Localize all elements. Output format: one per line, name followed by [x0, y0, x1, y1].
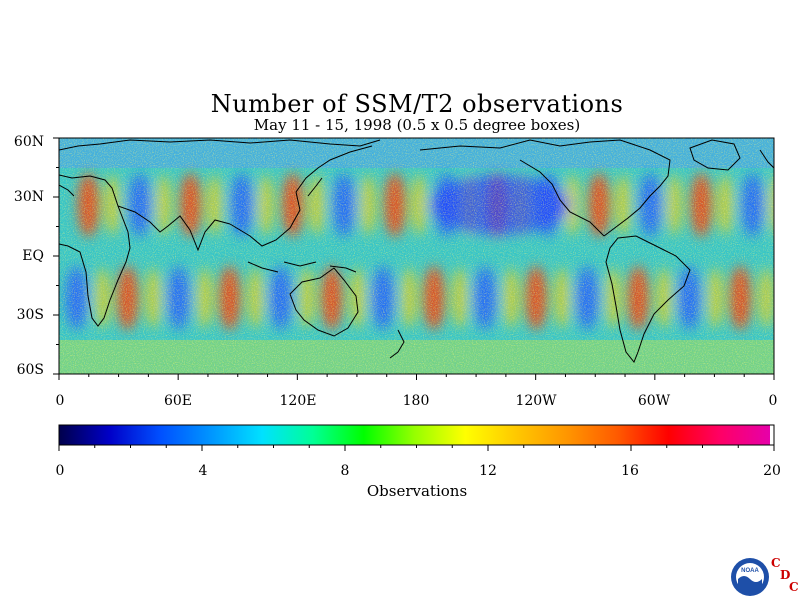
- observation-field: [59, 138, 774, 374]
- lat-label-60n: 60N: [13, 134, 44, 150]
- colorbar-tick-4: 4: [198, 463, 208, 479]
- colorbar-label: Observations: [366, 482, 468, 500]
- lon-label-120w: 120W: [515, 393, 557, 409]
- lat-label-eq: EQ: [22, 248, 44, 264]
- colorbar-tick-8: 8: [340, 463, 350, 479]
- logo-letter-c1: C: [771, 556, 781, 570]
- logo-letter-d: D: [780, 568, 791, 582]
- coastlines: [59, 139, 774, 363]
- map-subtitle: May 11 - 15, 1998 (0.5 x 0.5 degree boxe…: [253, 116, 581, 134]
- lon-label-120e: 120E: [279, 393, 317, 409]
- colorbar: [58, 424, 775, 451]
- noaa-emblem-icon: NOAA: [731, 558, 769, 596]
- colorbar-gradient: [59, 425, 770, 445]
- axis-ticks: [53, 137, 775, 380]
- logo-agency-text: NOAA: [741, 568, 759, 574]
- lon-label-60e: 60E: [163, 393, 193, 409]
- colorbar-tick-16: 16: [621, 463, 639, 479]
- logo-letter-c2: C: [789, 580, 799, 594]
- field-speckle-blue: [59, 138, 774, 374]
- lat-label-30s: 30S: [16, 307, 44, 323]
- colorbar-tick-12: 12: [479, 463, 497, 479]
- lat-label-30n: 30N: [13, 189, 44, 205]
- lon-label-180: 180: [402, 393, 430, 409]
- colorbar-tick-0: 0: [55, 463, 65, 479]
- lon-label-60w: 60W: [637, 393, 671, 409]
- lon-label-0: 0: [55, 393, 65, 409]
- lat-label-60s: 60S: [16, 362, 44, 378]
- noaa-cdc-logo: NOAA C D C: [730, 555, 800, 600]
- lon-label-0-east: 0: [768, 393, 778, 409]
- colorbar-tick-20: 20: [763, 463, 781, 479]
- map-title: Number of SSM/T2 observations: [210, 90, 624, 118]
